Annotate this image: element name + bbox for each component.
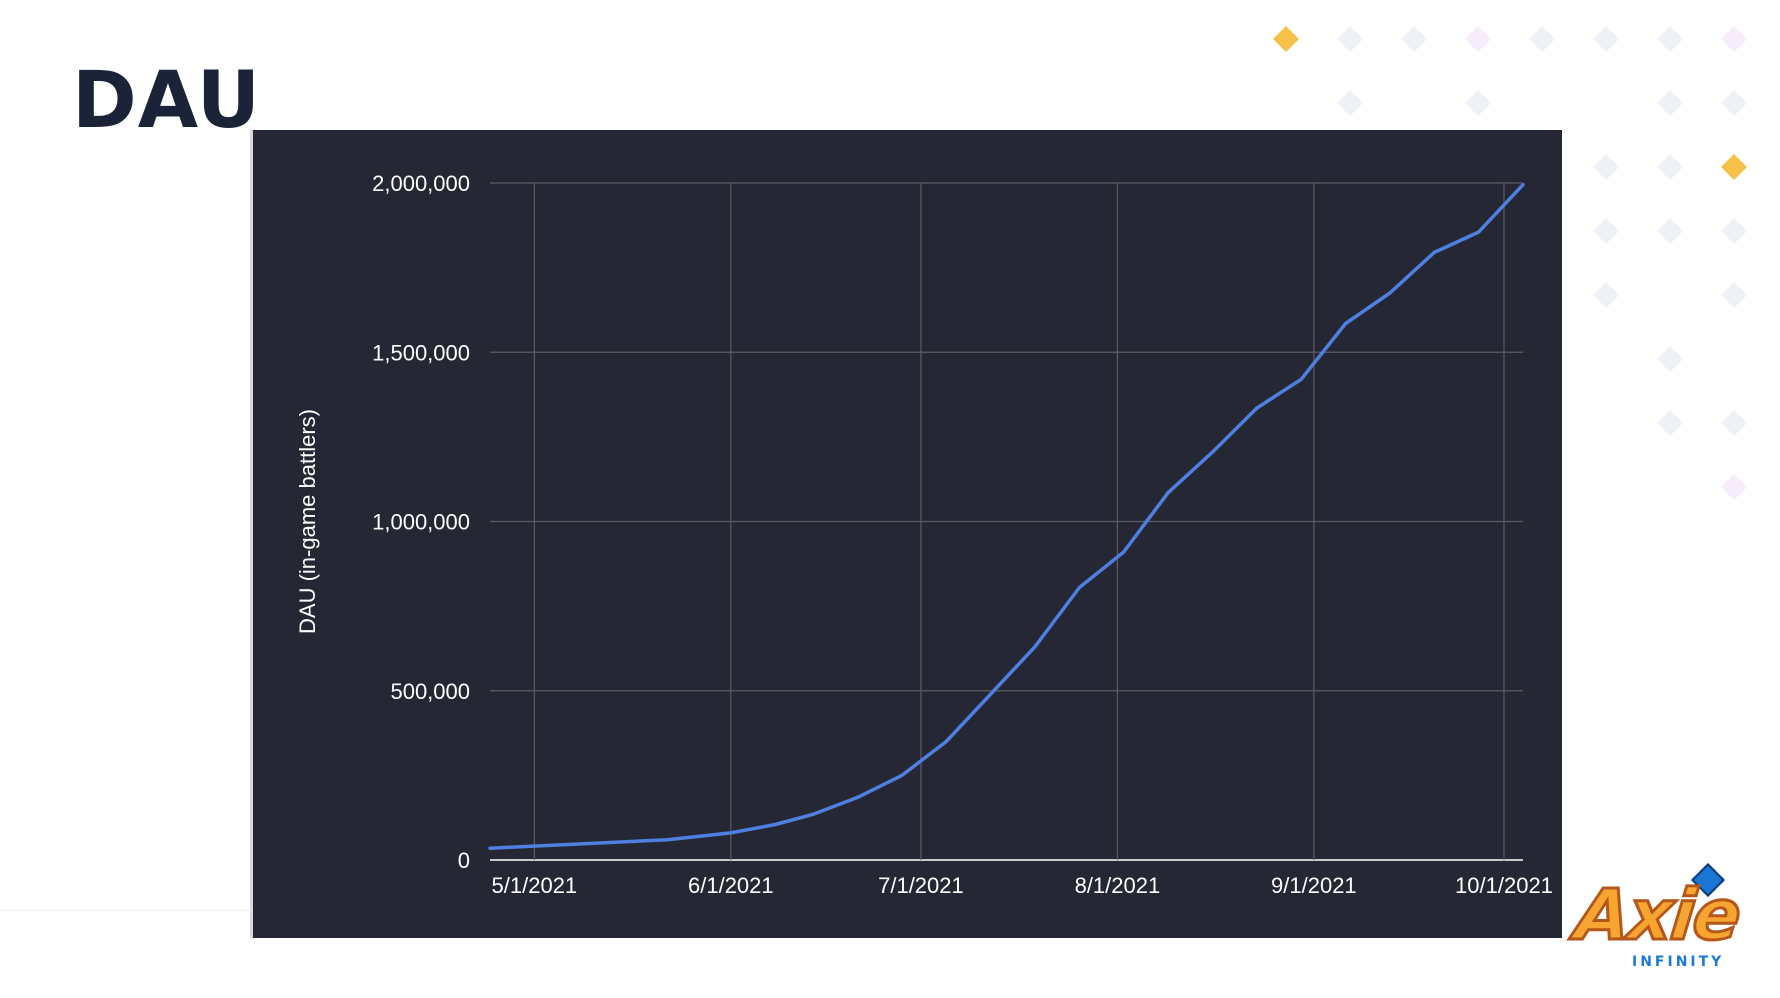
decorative-diamond	[1721, 410, 1747, 436]
y-axis-label: DAU (in-game battlers)	[295, 409, 320, 634]
decorative-diamond	[1465, 90, 1491, 116]
panel-edge	[250, 130, 253, 938]
decorative-diamond	[1721, 282, 1747, 308]
decorative-diamond	[1401, 26, 1427, 52]
x-tick-labels: 5/1/2021 6/1/2021 7/1/2021 8/1/2021 9/1/2021…	[492, 873, 1553, 898]
decorative-diamond	[1337, 90, 1363, 116]
decorative-diamond	[1593, 154, 1619, 180]
series-layer	[488, 182, 1525, 850]
slide-title: DAU	[72, 56, 262, 146]
y-tick-label: 0	[458, 848, 470, 873]
decorative-diamond	[1593, 218, 1619, 244]
decorative-diamond	[1721, 154, 1747, 180]
x-tick-label: 9/1/2021	[1271, 873, 1357, 898]
chart-panel: 0 500,000 1,000,000 1,500,000 2,000,000 5/1/…	[253, 130, 1562, 938]
y-tick-label: 500,000	[390, 679, 470, 704]
decorative-diamond	[1657, 26, 1683, 52]
x-tick-label: 8/1/2021	[1075, 873, 1161, 898]
x-tick-label: 5/1/2021	[492, 873, 578, 898]
y-tick-label: 1,500,000	[372, 340, 470, 365]
logo-subtitle: INFINITY	[1632, 954, 1725, 970]
y-tick-label: 2,000,000	[372, 171, 470, 196]
series-line	[488, 182, 1525, 850]
x-tick-label: 6/1/2021	[688, 873, 774, 898]
decorative-diamond	[1721, 474, 1747, 500]
dau-line-chart: 0 500,000 1,000,000 1,500,000 2,000,000 5/1/…	[295, 171, 1553, 898]
decorative-dot-pattern	[1273, 26, 1747, 500]
x-tick-label: 7/1/2021	[878, 873, 964, 898]
decorative-diamond	[1721, 26, 1747, 52]
decorative-diamond	[1657, 154, 1683, 180]
decorative-diamond	[1465, 26, 1491, 52]
decorative-diamond	[1529, 26, 1555, 52]
decorative-diamond	[1337, 26, 1363, 52]
grid-layer	[490, 182, 1523, 861]
decorative-diamond	[1721, 218, 1747, 244]
logo-wordmark: Axie	[1570, 873, 1744, 958]
decorative-diamond	[1657, 218, 1683, 244]
decorative-diamond	[1657, 346, 1683, 372]
y-tick-label: 1,000,000	[372, 510, 470, 535]
decorative-diamond	[1593, 282, 1619, 308]
decorative-diamond	[1657, 90, 1683, 116]
axie-infinity-logo: Axie INFINITY	[1568, 860, 1780, 980]
decorative-diamond	[1273, 26, 1299, 52]
decorative-diamond	[1721, 90, 1747, 116]
decorative-diamond	[1657, 410, 1683, 436]
footer-divider	[0, 910, 253, 911]
x-tick-label: 10/1/2021	[1455, 873, 1553, 898]
y-tick-labels: 0 500,000 1,000,000 1,500,000 2,000,000	[372, 171, 470, 873]
decorative-diamond	[1593, 26, 1619, 52]
